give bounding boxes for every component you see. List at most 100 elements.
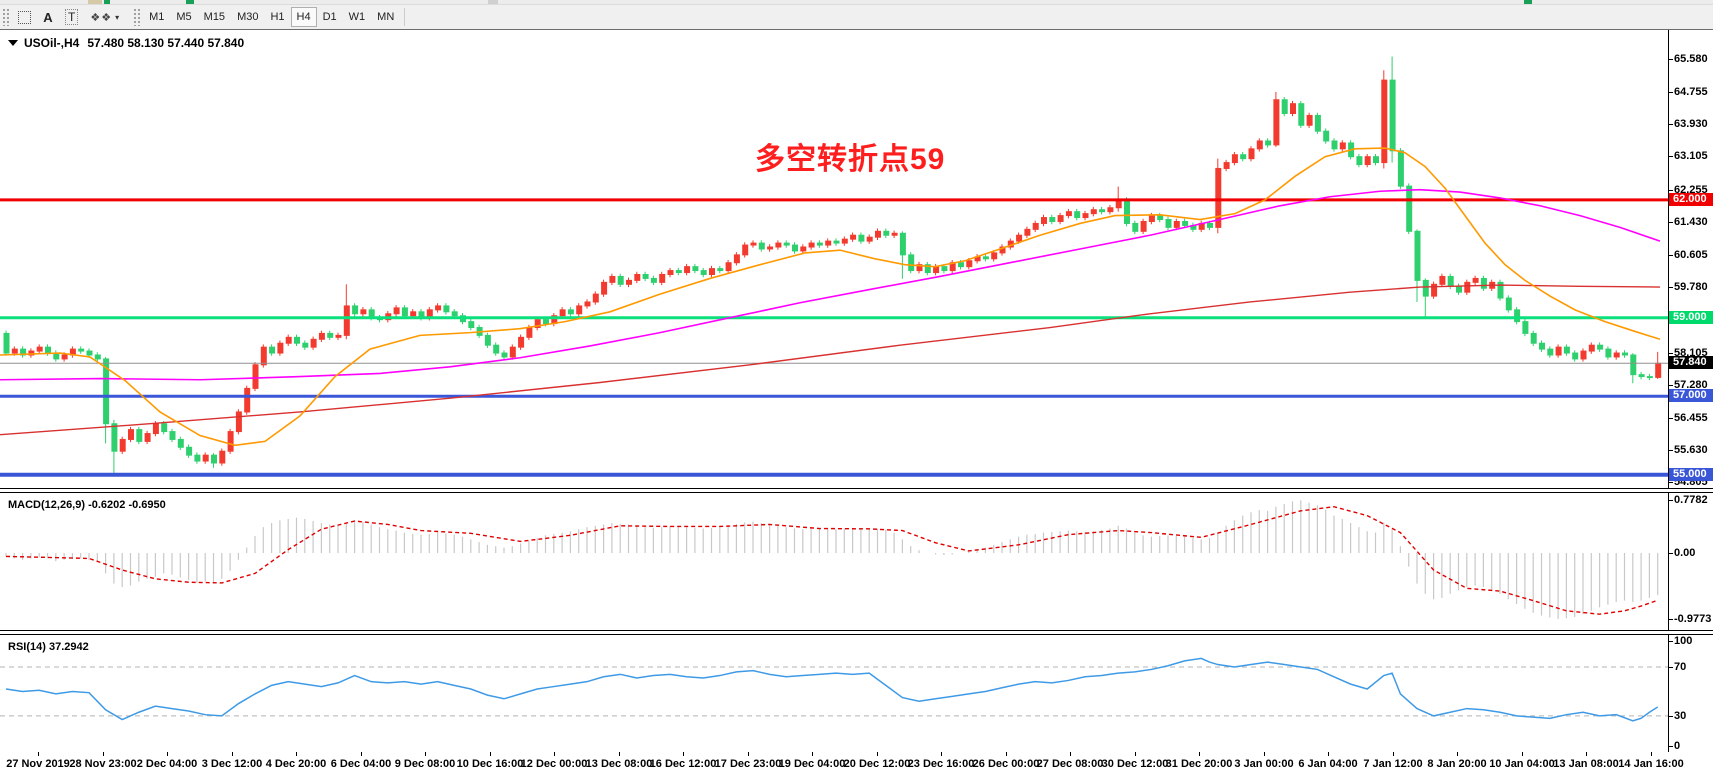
candle-body	[767, 246, 774, 250]
timeframe-button-m5[interactable]: M5	[170, 7, 197, 27]
price-badge-57_000: 57.000	[1669, 389, 1713, 402]
panel-separator[interactable]	[0, 488, 1713, 493]
chart-header: USOil-,H4 57.480 58.130 57.440 57.840	[8, 36, 244, 50]
candle-body	[1082, 213, 1089, 219]
candle-body	[982, 256, 989, 260]
toolbar-grip[interactable]	[2, 8, 9, 26]
candle-body	[1306, 114, 1313, 126]
time-axis[interactable]: 27 Nov 2019 28 Nov 23:00 2 Dec 04:00 3 Dec …	[0, 752, 1713, 777]
price-axis-label: 56.455	[1674, 412, 1708, 424]
candle-body	[634, 273, 641, 281]
candle-body	[1157, 215, 1164, 221]
shapes-tool-button[interactable]: ❖❖ ▾	[84, 7, 125, 27]
candle-body	[1165, 219, 1172, 228]
candle-body	[899, 232, 906, 256]
price-axis-label: 63.930	[1674, 118, 1708, 130]
timeframe-button-d1[interactable]: D1	[317, 7, 343, 27]
candle-body	[733, 254, 740, 264]
macd-svg[interactable]	[0, 493, 1668, 630]
time-axis-label: 14 Jan 16:00	[1618, 758, 1684, 770]
candle-body	[86, 350, 93, 356]
candle-body	[435, 305, 442, 311]
time-axis-label: 12 Dec 00:00	[520, 758, 588, 770]
time-axis-tick	[490, 752, 491, 756]
chart-annotation[interactable]: 多空转折点59	[755, 143, 946, 176]
main-chart-svg[interactable]	[0, 30, 1668, 488]
candle-body	[219, 450, 226, 464]
candle-body	[584, 301, 591, 307]
time-axis-tick	[167, 752, 168, 756]
candle-body	[343, 305, 350, 336]
candle-body	[1364, 156, 1371, 166]
time-axis-tick	[38, 752, 39, 756]
candle-body	[534, 319, 541, 329]
candle-body	[875, 230, 881, 238]
candle-body	[601, 281, 608, 295]
candle-body	[933, 266, 940, 274]
text-tool-button[interactable]: A	[37, 7, 59, 27]
timeframe-button-m30[interactable]: M30	[231, 7, 264, 27]
candle-body	[194, 454, 201, 462]
candle-body	[1323, 130, 1330, 142]
rsi-scale-label: 30	[1674, 710, 1687, 722]
candle-body	[850, 234, 857, 240]
candle-body	[717, 268, 724, 272]
marquee-tool-button[interactable]	[12, 7, 37, 27]
candle-body	[285, 336, 292, 344]
axis-tick	[1669, 482, 1673, 483]
time-axis-label: 30 Dec 12:00	[1101, 758, 1169, 770]
axis-tick	[1669, 746, 1673, 747]
candle-body	[501, 352, 508, 358]
candle-body	[576, 305, 583, 315]
candle-body	[1456, 285, 1462, 293]
text-label-tool-button[interactable]: T	[59, 7, 84, 27]
candle-body	[235, 411, 242, 433]
timeframe-button-m1[interactable]: M1	[143, 7, 170, 27]
price-axis-label: 57.280	[1674, 379, 1708, 391]
rsi-panel[interactable]	[0, 635, 1668, 752]
axis-tick	[1669, 222, 1673, 223]
time-axis-tick	[1457, 752, 1458, 756]
time-axis-label: 3 Dec 12:00	[201, 758, 263, 770]
time-axis-tick	[1199, 752, 1200, 756]
rsi-svg[interactable]	[0, 635, 1668, 752]
macd-scale-label: 0.7782	[1674, 494, 1708, 506]
price-axis[interactable]: 65.580 64.755 63.930 63.105 62.255 61.430 60.6…	[1668, 30, 1713, 752]
time-axis-tick	[1393, 752, 1394, 756]
candle-body	[1049, 217, 1056, 222]
candle-body	[1057, 215, 1064, 222]
axis-tick	[1669, 124, 1673, 125]
price-axis-label: 64.755	[1674, 86, 1708, 98]
axis-tick	[1669, 353, 1673, 354]
axis-tick	[1669, 385, 1673, 386]
candle-body	[1041, 217, 1047, 224]
candle-body	[1124, 199, 1130, 224]
time-axis-tick	[1586, 752, 1587, 756]
macd-panel[interactable]	[0, 493, 1668, 630]
chart-menu-caret-icon[interactable]	[8, 40, 18, 46]
toolbar-grip[interactable]	[133, 8, 141, 26]
candlestick-plot[interactable]	[0, 30, 1668, 488]
timeframe-button-mn[interactable]: MN	[371, 7, 400, 27]
ma-fast-orange	[0, 147, 1661, 447]
timeframe-button-h4[interactable]: H4	[290, 7, 317, 27]
clipped-button-fragment	[88, 0, 102, 4]
candle-body	[1032, 222, 1039, 230]
time-axis-label: 8 Jan 20:00	[1427, 758, 1487, 770]
timeframe-button-h1[interactable]: H1	[264, 7, 290, 27]
candle-body	[302, 342, 309, 348]
rsi-scale-label: 70	[1674, 661, 1687, 673]
drawing-and-timeframe-toolbar: A T ❖❖ ▾ M1 M5 M15 M30 H1 H4 D1 W1 MN	[0, 5, 1713, 29]
time-axis-tick	[1135, 752, 1136, 756]
candle-body	[211, 454, 217, 464]
candle-body	[177, 438, 184, 448]
timeframe-button-m15[interactable]: M15	[198, 7, 231, 27]
candle-body	[1406, 185, 1413, 232]
timeframe-button-w1[interactable]: W1	[343, 7, 372, 27]
candle-body	[119, 438, 126, 452]
time-axis-label: 27 Dec 08:00	[1036, 758, 1104, 770]
axis-tick	[1669, 450, 1673, 451]
panel-separator[interactable]	[0, 630, 1713, 635]
candle-body	[103, 358, 110, 425]
